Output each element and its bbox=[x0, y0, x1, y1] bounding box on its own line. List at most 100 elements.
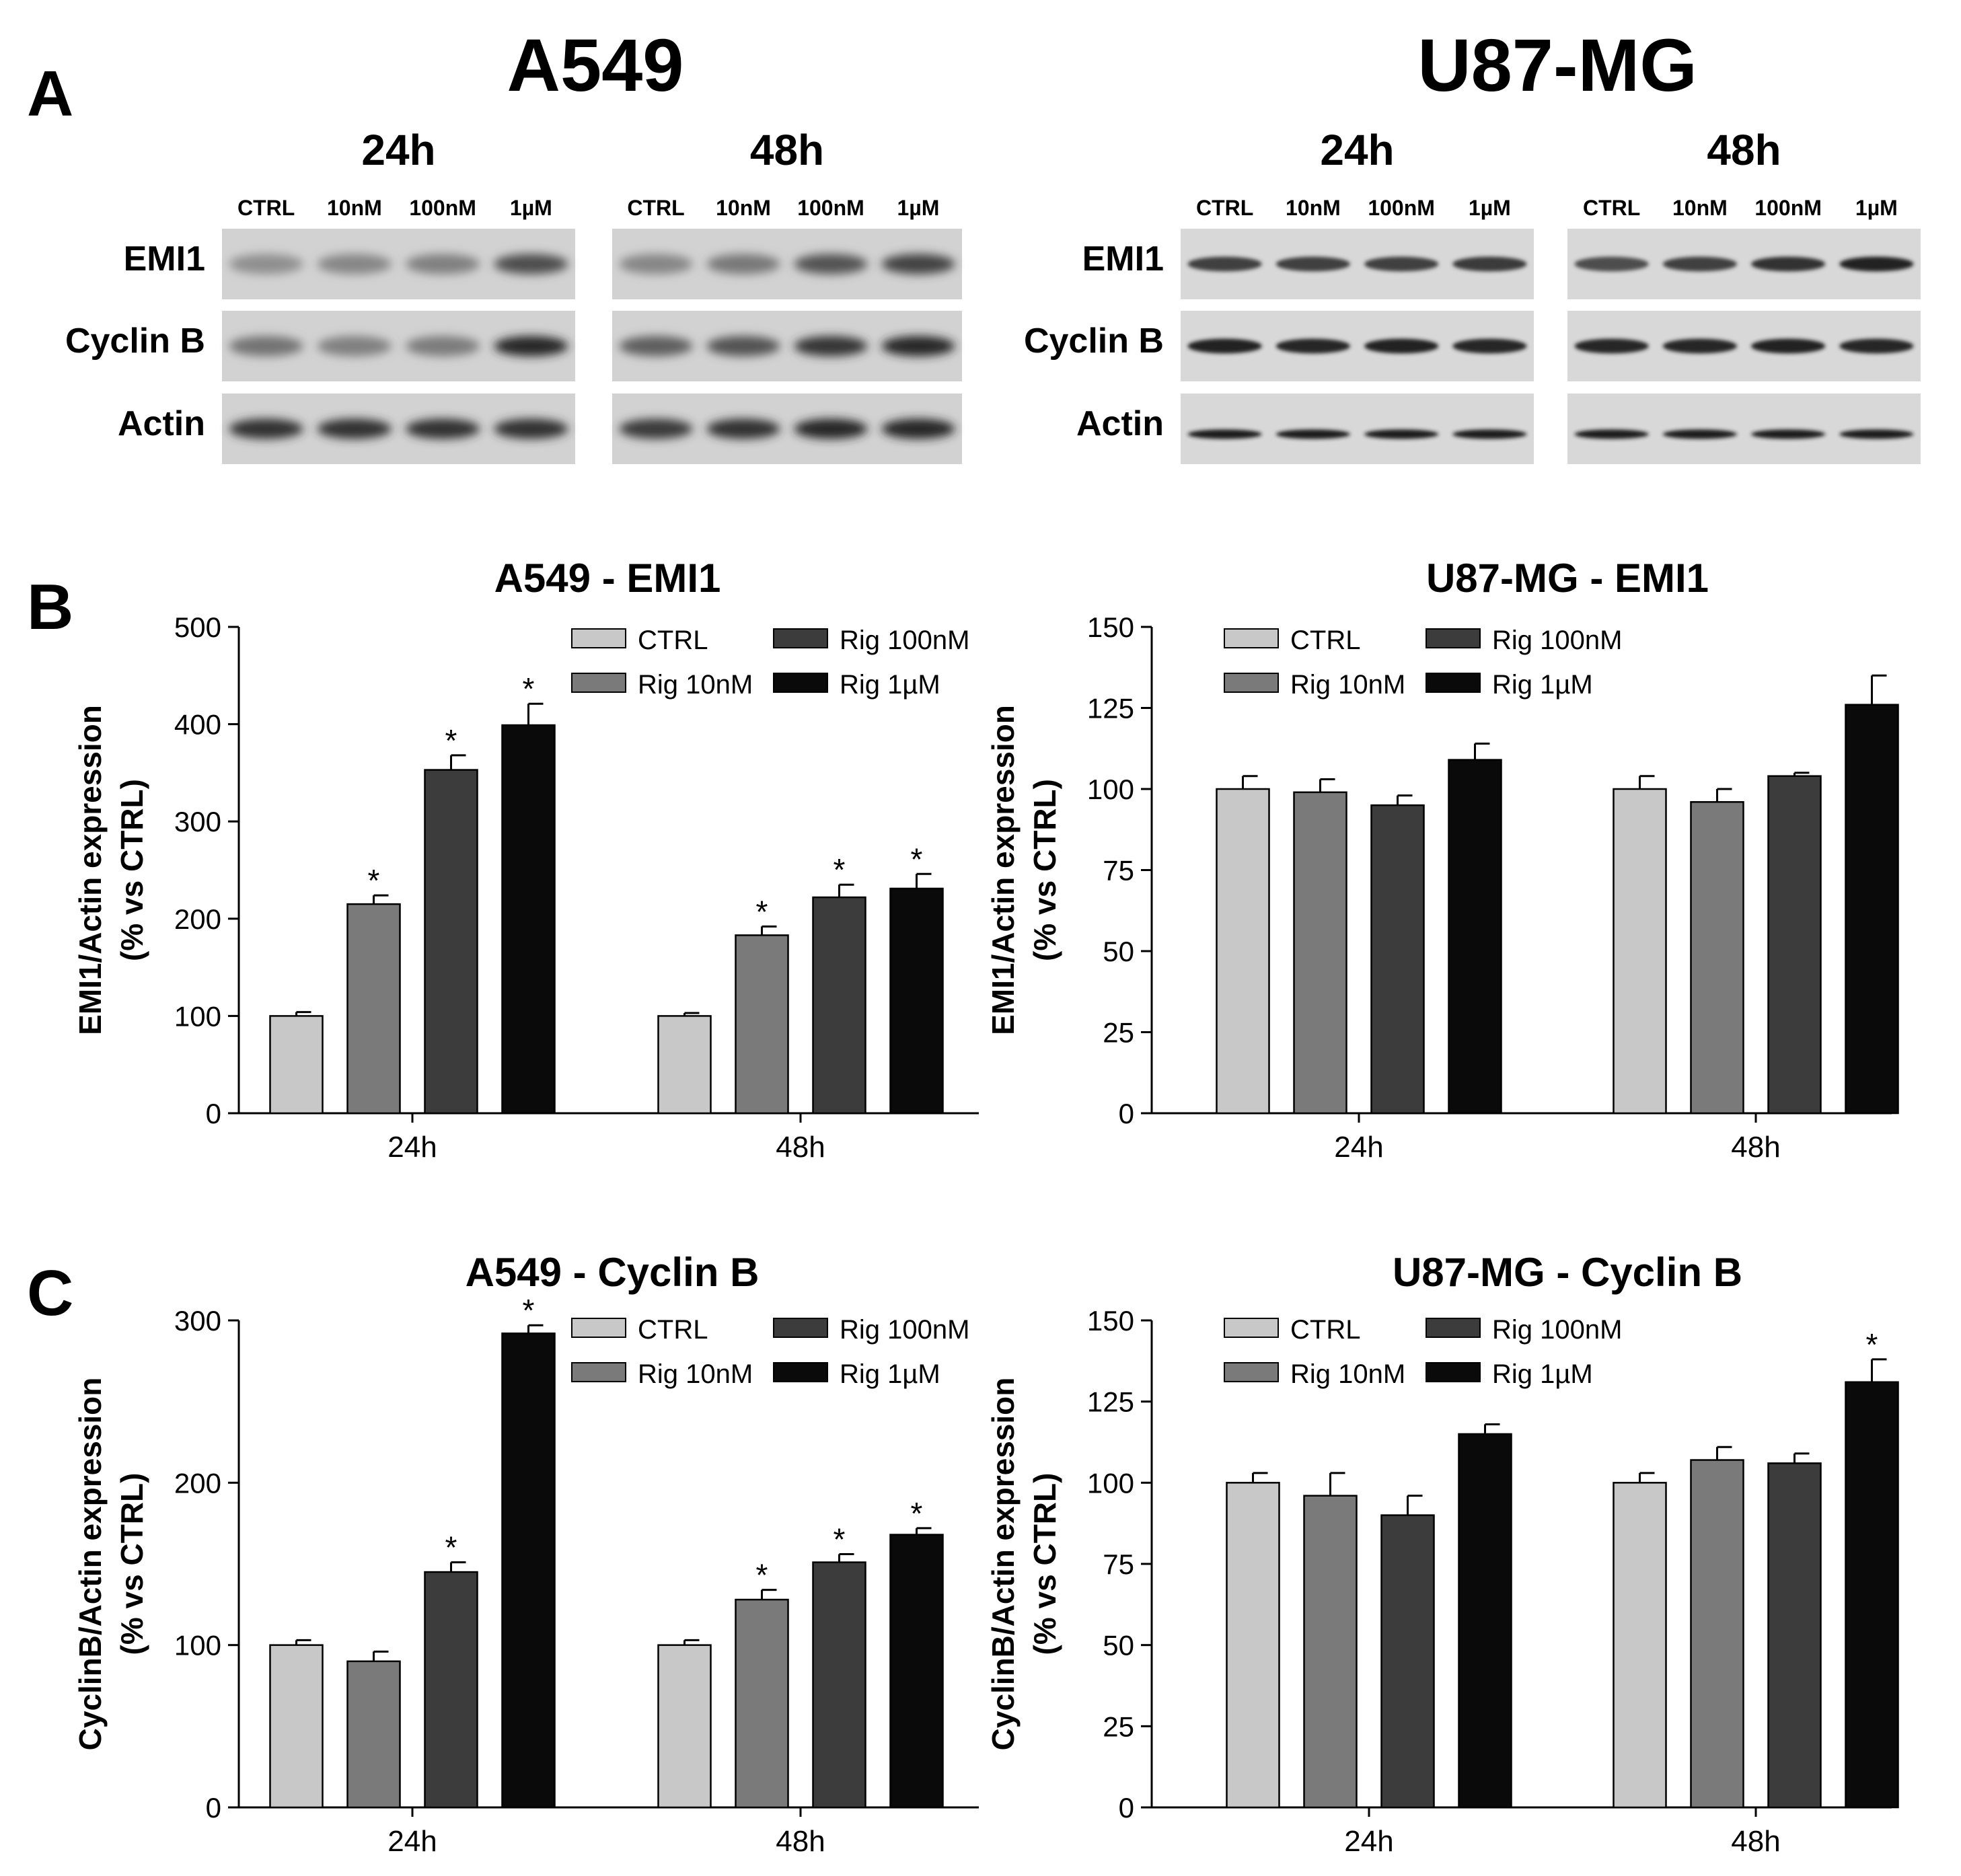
blot-band bbox=[1839, 256, 1914, 272]
blot-lane-label: 100nM bbox=[797, 196, 864, 220]
blot-band bbox=[1452, 256, 1527, 272]
blot-band bbox=[881, 336, 955, 357]
significance-star: * bbox=[756, 1558, 768, 1593]
chart-title: U87-MG - EMI1 bbox=[1426, 556, 1709, 601]
blot-lane-label: 100nM bbox=[409, 196, 476, 220]
chart-title: A549 - EMI1 bbox=[494, 556, 721, 601]
legend-swatch bbox=[571, 628, 626, 648]
blot-band bbox=[881, 418, 955, 439]
y-axis-label: EMI1/Actin expression bbox=[73, 705, 108, 1035]
y-tick-label: 25 bbox=[1103, 1017, 1134, 1049]
x-tick-label: 24h bbox=[1344, 1825, 1393, 1858]
y-tick-label: 500 bbox=[174, 611, 221, 643]
bar bbox=[1293, 791, 1347, 1115]
legend-label: Rig 1µM bbox=[840, 1359, 940, 1389]
legend-swatch bbox=[773, 1318, 828, 1338]
bar bbox=[1303, 1495, 1358, 1809]
blot-band bbox=[1452, 429, 1527, 439]
bar bbox=[501, 724, 556, 1115]
bar bbox=[269, 1644, 324, 1809]
blot-lane-label: CTRL bbox=[237, 196, 295, 220]
blot-band bbox=[1662, 429, 1737, 439]
blot-row-label: Cyclin B bbox=[1024, 322, 1164, 361]
blot-band bbox=[494, 254, 568, 274]
blot-band bbox=[619, 254, 693, 274]
bar bbox=[1226, 1482, 1280, 1809]
x-tick-label: 24h bbox=[387, 1825, 437, 1858]
blot-band bbox=[229, 254, 303, 274]
y-tick-label: 0 bbox=[206, 1792, 221, 1824]
y-axis-label: CyclinB/Actin expression bbox=[986, 1378, 1021, 1751]
y-tick-label: 200 bbox=[174, 903, 221, 935]
x-tick-label: 24h bbox=[387, 1131, 437, 1164]
blot-band bbox=[706, 336, 780, 357]
blot-band bbox=[1452, 338, 1527, 354]
significance-star: * bbox=[911, 841, 923, 876]
bar bbox=[1448, 759, 1502, 1115]
x-tick-label: 24h bbox=[1334, 1131, 1383, 1164]
blot-band bbox=[1275, 429, 1350, 439]
legend-swatch bbox=[1426, 1318, 1481, 1338]
significance-star: * bbox=[523, 671, 535, 706]
bar bbox=[1380, 1514, 1435, 1809]
bar bbox=[889, 1534, 944, 1809]
blot-lane-label: 1µM bbox=[1469, 196, 1511, 220]
blot-band bbox=[317, 336, 392, 357]
western-blot-panel: A549 EMI1 Cyclin B Actin 24h CTRL 10nM 100nM 1µM… bbox=[65, 24, 1921, 464]
bar bbox=[1370, 804, 1425, 1115]
legend-swatch bbox=[1224, 1318, 1279, 1338]
legend-swatch bbox=[571, 673, 626, 693]
blot-lane-label: 1µM bbox=[1855, 196, 1898, 220]
panel-letter-a: A bbox=[27, 58, 73, 130]
blot-band bbox=[1662, 256, 1737, 272]
blot-band bbox=[619, 336, 693, 357]
y-tick-label: 125 bbox=[1087, 693, 1134, 724]
chart-a549-cyclinb: A549 - Cyclin B CyclinB/Actin expression(… bbox=[73, 1250, 979, 1858]
y-tick-label: 200 bbox=[174, 1467, 221, 1499]
y-tick-label: 0 bbox=[206, 1098, 221, 1129]
y-tick-label: 50 bbox=[1103, 1630, 1134, 1661]
legend-swatch bbox=[1224, 1362, 1279, 1382]
significance-star: * bbox=[523, 1293, 535, 1328]
blot-band bbox=[619, 418, 693, 439]
y-tick-label: 150 bbox=[1087, 611, 1134, 643]
blot-lane-label: 10nM bbox=[1286, 196, 1341, 220]
y-tick-label: 400 bbox=[174, 709, 221, 741]
blot-lane-label: 1µM bbox=[897, 196, 940, 220]
significance-star: * bbox=[756, 894, 768, 929]
significance-star: * bbox=[445, 1530, 457, 1565]
blot-cell-line-title: U87-MG bbox=[1417, 24, 1697, 107]
blot-lane-label: CTRL bbox=[1196, 196, 1253, 220]
legend-swatch bbox=[1426, 673, 1481, 693]
bar bbox=[346, 1660, 401, 1809]
legend-label: Rig 10nM bbox=[1290, 1359, 1405, 1389]
y-tick-label: 50 bbox=[1103, 936, 1134, 967]
blot-lane-label: 10nM bbox=[1672, 196, 1728, 220]
blot-band bbox=[1574, 256, 1649, 272]
bar bbox=[657, 1015, 712, 1115]
blot-lane-label: CTRL bbox=[627, 196, 684, 220]
panel-letter-b: B bbox=[27, 571, 73, 643]
legend-label: Rig 100nM bbox=[1492, 626, 1622, 655]
chart-a549-emi1: A549 - EMI1 EMI1/Actin expression (% vs CT… bbox=[73, 556, 979, 1164]
y-tick-label: 100 bbox=[174, 1000, 221, 1032]
legend-label: Rig 10nM bbox=[638, 1359, 753, 1389]
bar bbox=[424, 769, 478, 1115]
legend-label: CTRL bbox=[638, 626, 708, 655]
legend-label: Rig 1µM bbox=[1492, 670, 1593, 700]
bar bbox=[1216, 788, 1270, 1115]
blot-band bbox=[794, 336, 868, 357]
legend-label: CTRL bbox=[1290, 626, 1360, 655]
legend-swatch bbox=[773, 1362, 828, 1382]
panel-letter-c: C bbox=[27, 1257, 73, 1329]
x-tick-label: 48h bbox=[1731, 1825, 1780, 1858]
blot-lane-label: 10nM bbox=[716, 196, 771, 220]
blot-band bbox=[794, 418, 868, 439]
blot-timepoint-label: 48h bbox=[750, 126, 824, 174]
chart-u87-cyclinb: U87-MG - Cyclin B CyclinB/Actin expressio… bbox=[986, 1250, 1899, 1858]
legend-label: Rig 10nM bbox=[638, 670, 753, 700]
significance-star: * bbox=[1866, 1327, 1878, 1362]
y-axis-label: CyclinB/Actin expression bbox=[73, 1378, 108, 1751]
blot-band bbox=[494, 418, 568, 439]
